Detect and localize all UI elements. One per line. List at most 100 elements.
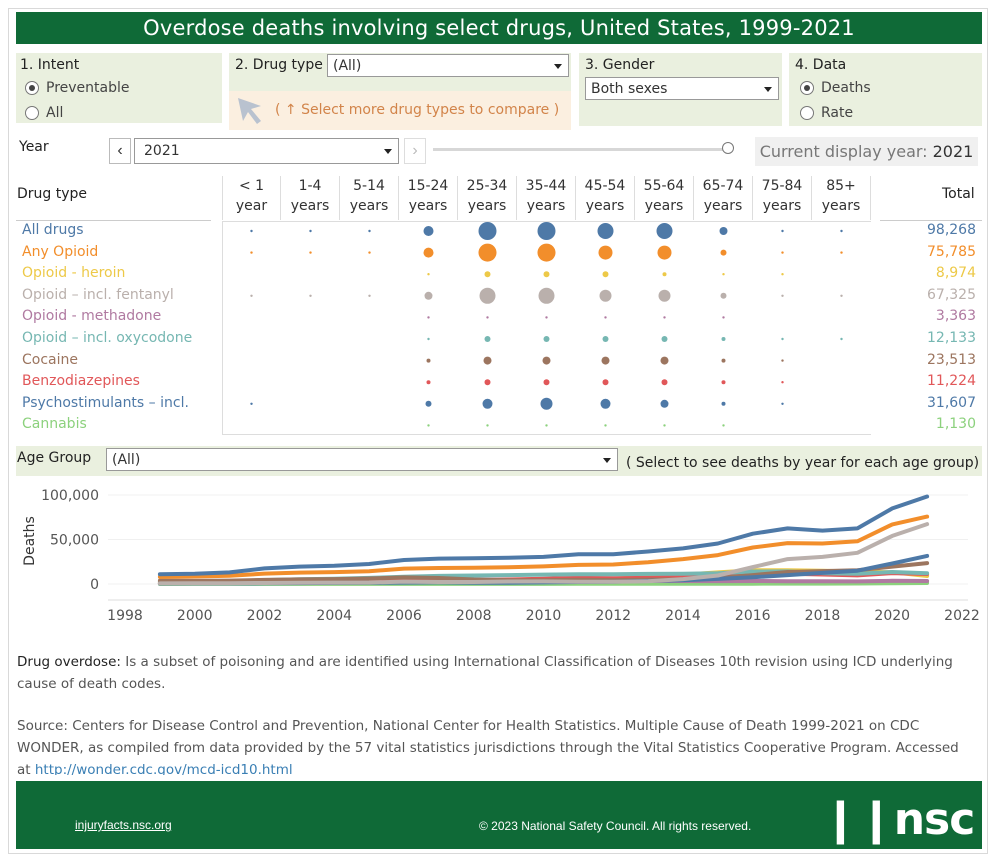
year-slider-track[interactable]: [433, 148, 723, 151]
age-bubble[interactable]: [781, 381, 784, 384]
age-bubble[interactable]: [721, 358, 726, 363]
age-bubble[interactable]: [486, 316, 489, 319]
age-bubble[interactable]: [427, 424, 430, 427]
series-line[interactable]: [157, 494, 930, 577]
age-bubble[interactable]: [600, 398, 611, 409]
age-bubble[interactable]: [309, 251, 312, 254]
age-bubble[interactable]: [662, 272, 667, 277]
age-bubble[interactable]: [478, 222, 497, 240]
age-bubble[interactable]: [840, 294, 843, 297]
age-bubble[interactable]: [660, 399, 669, 408]
series-line[interactable]: [157, 514, 930, 579]
age-bubble[interactable]: [537, 243, 556, 262]
age-bubble[interactable]: [250, 251, 253, 254]
gender-select[interactable]: Both sexes: [585, 77, 779, 100]
age-bubble[interactable]: [719, 227, 728, 235]
age-bubble[interactable]: [482, 398, 493, 409]
age-bubble[interactable]: [601, 356, 610, 365]
drug-row-label[interactable]: All drugs: [22, 222, 84, 238]
age-bubble[interactable]: [250, 294, 253, 297]
age-bubble[interactable]: [486, 424, 489, 427]
age-bubble[interactable]: [545, 316, 548, 319]
age-bubble[interactable]: [545, 424, 548, 427]
age-bubble[interactable]: [599, 289, 612, 302]
age-bubble[interactable]: [781, 359, 784, 362]
age-bubble[interactable]: [781, 273, 784, 276]
drug-row-label[interactable]: Opioid – incl. oxycodone: [22, 330, 193, 346]
age-bubble[interactable]: [661, 379, 668, 386]
series-line[interactable]: [157, 522, 930, 586]
age-bubble[interactable]: [426, 380, 431, 385]
drug-row-label[interactable]: Opioid - heroin: [22, 265, 126, 282]
age-bubble[interactable]: [721, 380, 726, 385]
radio-unselected-icon[interactable]: [800, 106, 814, 120]
age-bubble[interactable]: [423, 226, 434, 236]
age-bubble[interactable]: [660, 356, 669, 365]
source-link[interactable]: http://wonder.cdc.gov/mcd-icd10.html: [34, 762, 293, 775]
drug-row-label[interactable]: Opioid – incl. fentanyl: [22, 286, 174, 303]
radio-selected-icon[interactable]: [800, 81, 814, 95]
age-bubble[interactable]: [368, 294, 371, 297]
age-bubble[interactable]: [840, 229, 843, 233]
age-bubble[interactable]: [478, 243, 497, 262]
age-bubble[interactable]: [721, 401, 726, 406]
age-bubble[interactable]: [427, 273, 430, 276]
age-bubble[interactable]: [425, 400, 432, 407]
age-bubble[interactable]: [840, 251, 843, 254]
age-bubble[interactable]: [543, 336, 550, 342]
age-bubble[interactable]: [602, 271, 609, 278]
footer-site-link[interactable]: injuryfacts.nsc.org: [75, 818, 172, 832]
age-bubble[interactable]: [781, 402, 784, 405]
age-bubble[interactable]: [309, 229, 312, 233]
age-bubble[interactable]: [722, 316, 725, 319]
year-next-button[interactable]: ›: [404, 138, 426, 164]
radio-selected-icon[interactable]: [25, 81, 39, 95]
age-bubble[interactable]: [663, 424, 666, 427]
age-bubble[interactable]: [781, 294, 784, 297]
age-bubble[interactable]: [424, 291, 433, 300]
age-bubble[interactable]: [484, 271, 491, 278]
age-bubble[interactable]: [537, 222, 556, 240]
age-bubble[interactable]: [368, 229, 371, 233]
year-slider-handle[interactable]: [722, 142, 734, 154]
age-bubble[interactable]: [781, 251, 784, 254]
drug-type-select[interactable]: (All): [327, 54, 569, 77]
age-bubble[interactable]: [427, 316, 430, 319]
drug-row-label[interactable]: Psychostimulants – incl.: [22, 394, 189, 411]
age-bubble[interactable]: [309, 294, 312, 297]
drug-row-label[interactable]: Benzodiazepines: [22, 373, 140, 390]
data-option-rate[interactable]: Rate: [800, 105, 853, 121]
year-prev-button[interactable]: ‹: [109, 138, 131, 164]
drug-row-label[interactable]: Opioid - methadone: [22, 308, 162, 325]
age-bubble[interactable]: [657, 245, 672, 260]
age-bubble[interactable]: [250, 402, 253, 405]
age-bubble[interactable]: [250, 229, 253, 233]
intent-option-preventable[interactable]: Preventable: [25, 80, 130, 96]
age-bubble[interactable]: [658, 289, 671, 302]
year-select[interactable]: 2021: [134, 138, 399, 164]
age-bubble[interactable]: [543, 379, 550, 386]
age-group-select[interactable]: (All): [106, 448, 618, 471]
age-bubble[interactable]: [722, 424, 725, 427]
drug-row-label[interactable]: Cannabis: [22, 416, 87, 433]
age-bubble[interactable]: [720, 292, 727, 299]
age-bubble[interactable]: [479, 287, 496, 304]
age-bubble[interactable]: [423, 247, 434, 258]
age-bubble[interactable]: [542, 356, 551, 365]
age-bubble[interactable]: [602, 379, 609, 386]
age-bubble[interactable]: [661, 336, 668, 342]
drug-row-label[interactable]: Any Opioid: [22, 243, 99, 260]
age-bubble[interactable]: [722, 273, 725, 276]
age-bubble[interactable]: [840, 337, 843, 341]
age-bubble[interactable]: [604, 424, 607, 427]
age-bubble[interactable]: [538, 287, 555, 304]
data-option-deaths[interactable]: Deaths: [800, 80, 871, 96]
age-bubble[interactable]: [598, 245, 613, 260]
age-bubble[interactable]: [483, 356, 492, 365]
age-bubble[interactable]: [604, 316, 607, 319]
age-bubble[interactable]: [602, 336, 609, 342]
age-bubble[interactable]: [426, 358, 431, 363]
age-bubble[interactable]: [663, 316, 666, 319]
age-bubble[interactable]: [597, 223, 614, 239]
age-bubble[interactable]: [543, 271, 550, 278]
